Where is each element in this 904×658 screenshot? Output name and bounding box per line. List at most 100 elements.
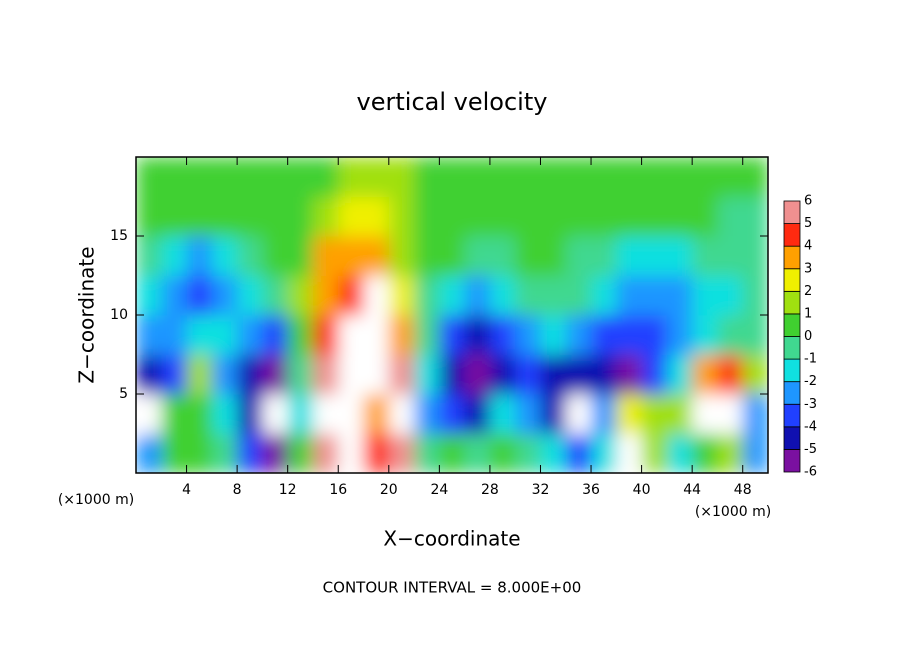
heat-cell: [388, 354, 415, 395]
heat-cell: [312, 236, 339, 276]
heat-cell: [565, 236, 592, 276]
heat-cell: [211, 433, 238, 473]
x-tick-label: 32: [532, 482, 550, 498]
x-tick-label: 48: [734, 482, 752, 498]
heat-cell: [186, 275, 213, 316]
heat-cell: [616, 236, 643, 276]
heat-cell: [742, 315, 768, 355]
colorbar-band: [783, 449, 801, 473]
heat-cell: [287, 275, 314, 316]
colorbar-label: 0: [804, 329, 812, 344]
heat-cell: [489, 236, 516, 276]
heat-cell: [616, 394, 643, 434]
heat-cell: [489, 354, 516, 395]
heat-cell: [591, 315, 617, 355]
heat-cell: [692, 354, 718, 395]
colorbar-band: [783, 200, 801, 224]
colorbar-label: -4: [804, 419, 817, 434]
heat-cell: [515, 275, 541, 316]
heat-cell: [363, 275, 390, 316]
heat-cell: [515, 394, 541, 434]
heat-cell: [312, 433, 339, 473]
heat-cell: [388, 315, 415, 355]
heat-cell: [262, 354, 289, 395]
heat-cell: [641, 236, 668, 276]
unit-label: (×1000 m): [58, 492, 134, 508]
heat-cell: [692, 196, 718, 237]
heat-cell: [262, 196, 289, 237]
heat-cell: [515, 196, 541, 237]
heat-cell: [161, 275, 188, 316]
heat-cell: [287, 157, 314, 197]
heat-cell: [565, 394, 592, 434]
heat-cell: [211, 157, 238, 197]
heat-cell: [489, 157, 516, 197]
heat-cell: [591, 236, 617, 276]
heat-cell: [211, 236, 238, 276]
heat-cell: [692, 275, 718, 316]
heat-cell: [540, 315, 567, 355]
heat-cell: [616, 275, 643, 316]
heat-cell: [439, 196, 466, 237]
heat-cell: [338, 433, 365, 473]
heat-cell: [363, 433, 390, 473]
heat-cell: [641, 196, 668, 237]
heat-cell: [616, 196, 643, 237]
heat-cell: [312, 157, 339, 197]
unit-label: (×1000 m): [695, 504, 771, 520]
heat-cell: [591, 275, 617, 316]
heat-cell: [464, 157, 491, 197]
heat-cell: [338, 236, 365, 276]
heat-cell: [742, 354, 768, 395]
heat-cell: [717, 315, 744, 355]
heat-cell: [515, 354, 541, 395]
heat-cell: [262, 394, 289, 434]
heat-cell: [237, 354, 263, 395]
heat-cell: [338, 196, 365, 237]
heat-cell: [616, 157, 643, 197]
heat-cell: [287, 433, 314, 473]
heat-cell: [237, 157, 263, 197]
heat-cell: [641, 157, 668, 197]
colorbar-label: -3: [804, 397, 817, 412]
heat-cell: [414, 275, 440, 316]
colorbar-label: 5: [804, 216, 812, 231]
heat-cell: [161, 433, 188, 473]
heat-cell: [692, 315, 718, 355]
heat-cell: [136, 196, 162, 237]
heat-cell: [186, 433, 213, 473]
colorbar-label: -5: [804, 442, 817, 457]
heat-cell: [186, 157, 213, 197]
heat-cell: [464, 433, 491, 473]
heat-cell: [540, 236, 567, 276]
heat-cell: [136, 394, 162, 434]
heat-cell: [692, 433, 718, 473]
heat-cell: [312, 315, 339, 355]
y-tick-label: 5: [119, 386, 128, 402]
heat-cell: [489, 394, 516, 434]
heat-cell: [338, 394, 365, 434]
colorbar-band: [783, 223, 801, 247]
colorbar-band: [783, 381, 801, 405]
colorbar-label: 4: [804, 239, 812, 254]
x-tick-label: 8: [233, 482, 242, 498]
heat-cell: [464, 354, 491, 395]
heat-cell: [161, 394, 188, 434]
heat-cell: [742, 275, 768, 316]
heat-cell: [414, 315, 440, 355]
heat-cell: [591, 157, 617, 197]
heat-cell: [489, 196, 516, 237]
heat-cell: [489, 275, 516, 316]
heat-cell: [161, 315, 188, 355]
heat-cell: [363, 157, 390, 197]
heat-cell: [641, 354, 668, 395]
y-axis-label: Z−coordinate: [75, 246, 99, 383]
heat-cell: [262, 236, 289, 276]
heat-cell: [666, 354, 693, 395]
heat-cell: [363, 236, 390, 276]
heat-cell: [565, 433, 592, 473]
heat-cell: [439, 433, 466, 473]
heat-cell: [363, 394, 390, 434]
heat-cell: [136, 157, 162, 197]
heatmap-cells: [136, 157, 768, 473]
